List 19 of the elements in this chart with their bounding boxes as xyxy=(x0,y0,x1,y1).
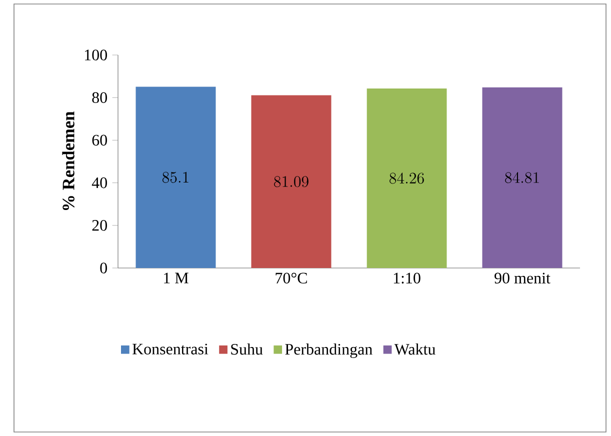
data-label: 84.81 xyxy=(505,172,539,184)
y-tick-label: 40 xyxy=(92,177,107,188)
data-label: 85. 1 xyxy=(162,172,188,183)
y-tick-label: 0 xyxy=(100,262,107,274)
legend-label: Waktu xyxy=(394,343,436,355)
legend-label: Perbandingan xyxy=(285,343,372,358)
y-axis-title: % Rendemen xyxy=(62,111,74,210)
x-tick-label: 70°C xyxy=(276,272,307,284)
legend-label: Suhu xyxy=(231,343,263,355)
legend-label: Konsentrasi xyxy=(132,344,208,354)
x-tick-label: 1:10 xyxy=(394,272,420,284)
y-tick-label: 100 xyxy=(85,50,107,60)
y-tick-label: 20 xyxy=(92,220,107,231)
y-tick-label: 80 xyxy=(92,92,107,103)
x-tick-label: 1 M xyxy=(164,272,188,284)
data-label: 84.26 xyxy=(390,172,424,184)
data-label: 81 .09 xyxy=(274,176,308,188)
x-tick-label: 90 menit xyxy=(494,272,550,284)
y-tick-label: 60 xyxy=(92,134,107,146)
